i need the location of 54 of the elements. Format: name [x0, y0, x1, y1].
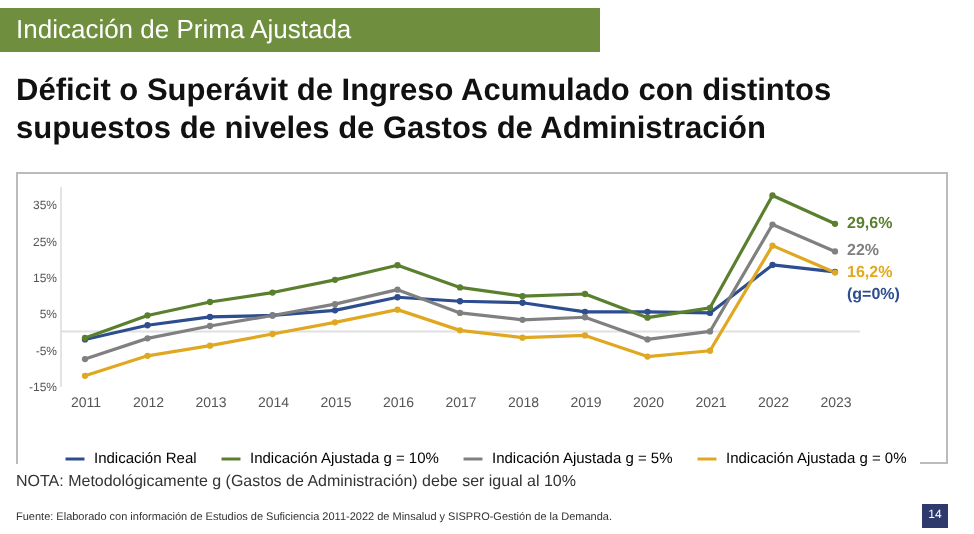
point — [519, 334, 526, 341]
annotation: (g=0%) — [847, 284, 901, 303]
point — [706, 347, 714, 354]
point — [706, 328, 714, 335]
point — [269, 289, 276, 296]
point — [206, 313, 214, 321]
point — [144, 312, 151, 319]
point — [456, 298, 464, 305]
point — [519, 316, 526, 323]
point — [581, 290, 589, 298]
point — [769, 242, 776, 249]
point — [394, 306, 401, 313]
point — [644, 308, 651, 315]
point — [394, 294, 401, 301]
point — [206, 298, 214, 306]
point — [394, 262, 401, 269]
chart-subtitle: Déficit o Superávit de Ingreso Acumulado con distintos supuestos de niveles de Gastos de Administración — [16, 72, 834, 148]
point — [769, 261, 776, 269]
point — [581, 308, 589, 315]
point — [269, 330, 276, 338]
point — [331, 276, 339, 283]
point — [519, 293, 526, 300]
point — [144, 352, 151, 359]
point — [644, 314, 651, 321]
point — [831, 220, 839, 227]
point — [331, 319, 339, 326]
point — [331, 307, 339, 314]
point — [456, 309, 464, 317]
point — [831, 248, 839, 255]
point — [706, 304, 714, 311]
text: NOTA: Metodológicamente g (Gastos de Administración) debe ser igual al 10% — [16, 472, 576, 490]
chart-title: Indicación de Prima Ajustada — [0, 8, 600, 52]
point — [706, 309, 714, 317]
point — [81, 372, 89, 379]
point — [206, 342, 214, 349]
point — [206, 322, 214, 330]
point — [331, 301, 339, 308]
data-label: 16,2% — [847, 262, 893, 281]
point — [769, 192, 776, 199]
point — [644, 353, 651, 360]
point — [456, 327, 464, 334]
point — [581, 332, 589, 339]
point — [394, 286, 401, 293]
point — [456, 284, 464, 291]
point — [144, 322, 151, 329]
point — [769, 221, 776, 228]
line-series — [81, 192, 839, 342]
data-label: 29,6% — [847, 213, 893, 232]
data-label: 22% — [847, 241, 880, 260]
point — [519, 299, 526, 306]
point — [644, 336, 651, 343]
point — [81, 355, 89, 363]
point — [144, 335, 151, 342]
point — [581, 314, 589, 321]
